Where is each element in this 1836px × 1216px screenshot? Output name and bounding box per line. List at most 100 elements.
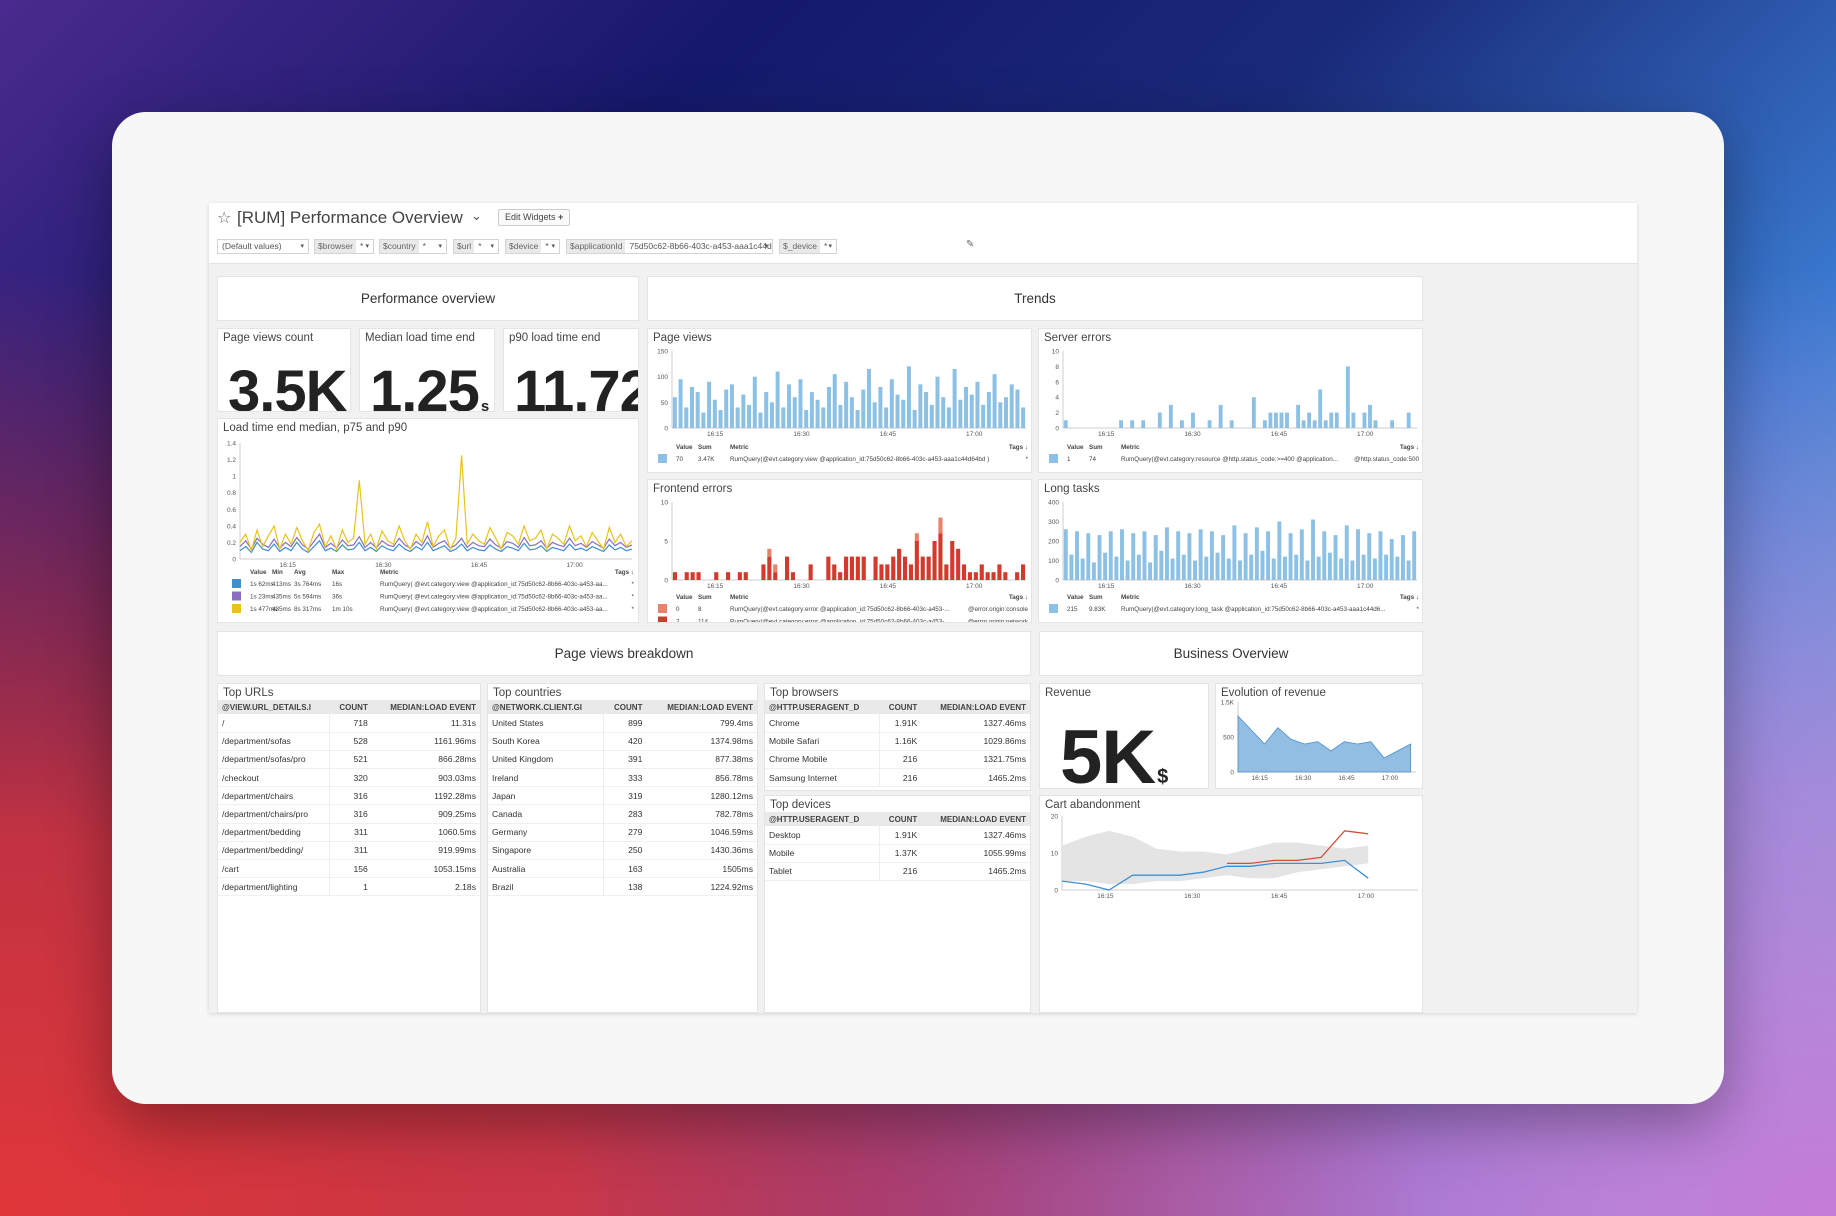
table-row[interactable]: /department/bedding/311 919.99ms bbox=[218, 841, 480, 861]
table-header-cell[interactable]: COUNT bbox=[879, 812, 922, 826]
bar bbox=[961, 564, 967, 580]
widget-top-urls[interactable]: Top URLs @VIEW.URL_DETAILS.I COUNT MEDIAN:… bbox=[217, 683, 481, 1013]
table-header-cell[interactable]: MEDIAN:LOAD EVENT bbox=[921, 700, 1030, 714]
template-variable--device[interactable]: $_device * ▾ bbox=[779, 239, 837, 254]
bar bbox=[1141, 420, 1146, 428]
pencil-icon[interactable]: ✎ bbox=[966, 239, 975, 250]
table-row[interactable]: Chrome Mobile 216 1321.75ms bbox=[765, 750, 1030, 770]
table-row[interactable]: /department/chairs/pro 316 909.25ms bbox=[218, 804, 480, 824]
table-header-cell[interactable]: @HTTP.USERAGENT_D bbox=[765, 812, 879, 826]
query-value-number: 3.5K bbox=[228, 359, 348, 412]
table-row[interactable]: Japan 319 1280.12ms bbox=[488, 786, 757, 806]
table-row[interactable]: South Korea 420 1374.98ms bbox=[488, 732, 757, 751]
y-tick-label: 0 bbox=[232, 557, 236, 564]
widget-top-devices[interactable]: Top devices @HTTP.USERAGENT_D COUNT MEDIAN… bbox=[764, 795, 1031, 1013]
table-row[interactable]: /department/chairs 316 1192.28ms bbox=[218, 786, 480, 806]
widget-evolution-revenue[interactable]: Evolution of revenue 0 500 1.5K 16:15 16:30 1… bbox=[1215, 683, 1423, 789]
widget-frontend-errors-chart[interactable]: Frontend errors 0 5 10 16:15 16:30 16:45 17:00… bbox=[647, 479, 1032, 623]
bar bbox=[855, 556, 860, 580]
x-tick-label: 17:00 bbox=[566, 562, 583, 569]
table-header-cell[interactable]: COUNT bbox=[329, 700, 372, 714]
table-header-cell[interactable]: COUNT bbox=[603, 700, 647, 714]
table-row[interactable]: Ireland 333 856.78ms bbox=[488, 768, 757, 788]
bar bbox=[1311, 519, 1316, 580]
dashboard-title[interactable]: [RUM] Performance Overview bbox=[237, 208, 463, 227]
confidence-band bbox=[1062, 830, 1369, 885]
bar bbox=[1361, 554, 1366, 580]
table-header-cell[interactable]: @HTTP.USERAGENT_D bbox=[765, 700, 879, 714]
template-variable-device[interactable]: $device * ▾ bbox=[505, 239, 560, 254]
bar bbox=[689, 386, 694, 428]
table-header-cell[interactable]: COUNT bbox=[879, 700, 922, 714]
legend-value: 1s 62ms bbox=[250, 581, 274, 588]
table-row[interactable]: United Kingdom 391 877.38ms bbox=[488, 750, 757, 770]
template-variable-country[interactable]: $country * ▾ bbox=[379, 239, 447, 254]
table-header-cell[interactable]: @NETWORK.CLIENT.GI bbox=[488, 700, 604, 714]
bar bbox=[1020, 564, 1026, 580]
table-row[interactable]: /department/lighting 1 2.18s bbox=[218, 877, 480, 897]
table-cell: 216 bbox=[879, 862, 922, 882]
widget-page-views-count[interactable]: Page views count 3.5K bbox=[217, 328, 351, 412]
table-row[interactable]: Canada 283 782.78ms bbox=[488, 804, 757, 824]
table-row[interactable]: /cart 156 1053.15ms bbox=[218, 859, 480, 879]
table-row[interactable]: Mobile Safari 1.16K 1029.86ms bbox=[765, 732, 1030, 751]
table-row[interactable]: /department/sofas 528 1161.96ms bbox=[218, 732, 480, 751]
table-row[interactable]: /department/sofas/pro 521 866.28ms bbox=[218, 750, 480, 770]
table-row[interactable]: United States 899 799.4ms bbox=[488, 714, 757, 733]
table-row[interactable]: /department/bedding 311 1060.5ms bbox=[218, 823, 480, 842]
widget-top-countries[interactable]: Top countries @NETWORK.CLIENT.GI COUNT MED… bbox=[487, 683, 758, 1013]
table-row[interactable]: Samsung Internet 216 1465.2ms bbox=[765, 768, 1030, 788]
table-cell: 316 bbox=[329, 804, 372, 824]
table-row[interactable]: Singapore 250 1430.36ms bbox=[488, 841, 757, 861]
table-header-cell[interactable]: MEDIAN:LOAD EVENT bbox=[371, 700, 480, 714]
table-header-cell[interactable]: MEDIAN:LOAD EVENT bbox=[646, 700, 757, 714]
template-variable-applicationId[interactable]: $applicationId 75d50c62-8b66-403c-a453-aa… bbox=[566, 239, 773, 254]
legend-max: 1m 10s bbox=[332, 606, 353, 613]
template-variable-url[interactable]: $url * ▾ bbox=[453, 239, 499, 254]
y-tick-label: 0.4 bbox=[227, 523, 236, 530]
widget-title: Top devices bbox=[770, 799, 831, 811]
legend-swatch bbox=[1049, 604, 1058, 613]
widget-median-load-time[interactable]: Median load time end 1.25 s bbox=[359, 328, 495, 412]
bar bbox=[1218, 404, 1223, 428]
bar bbox=[918, 384, 923, 428]
chevron-down-icon[interactable]: ⌄ bbox=[471, 208, 482, 223]
bar bbox=[849, 397, 854, 428]
widget-p90-load-time[interactable]: p90 load time end 11.72s bbox=[503, 328, 639, 412]
template-variable-browser[interactable]: $browser * ▾ bbox=[314, 239, 374, 254]
widget-server-errors-chart[interactable]: Server errors 0 2 4 6 8 10 16:15 16:30 16:45 17:0… bbox=[1038, 328, 1423, 473]
bar bbox=[764, 392, 769, 428]
bar bbox=[1345, 366, 1350, 428]
group-performance-title: Performance overview bbox=[360, 291, 496, 306]
table-cell: 1.16K bbox=[879, 732, 922, 751]
legend-max: 36s bbox=[332, 594, 342, 601]
widget-cart-abandonment[interactable]: Cart abandonment 0 10 20 16:15 16:30 16:45 17:… bbox=[1039, 795, 1423, 1013]
legend-tags: * bbox=[632, 606, 635, 613]
legend-metric: RumQuery(@evt.category:error @applicatio… bbox=[730, 619, 950, 624]
widget-top-browsers[interactable]: Top browsers @HTTP.USERAGENT_D COUNT MEDIA… bbox=[764, 683, 1031, 791]
widget-load-time-chart[interactable]: Load time end median, p75 and p90 0 0.2 0.… bbox=[217, 418, 639, 623]
template-variable-default[interactable]: (Default values) ▾ bbox=[217, 239, 309, 254]
table-row[interactable]: Tablet 216 1465.2ms bbox=[765, 862, 1030, 882]
legend-metric: RumQuery(@evt.category:resource @http.st… bbox=[1121, 456, 1338, 463]
table-row[interactable]: Desktop 1.91K 1327.46ms bbox=[765, 826, 1030, 845]
widget-page-views-chart[interactable]: Page views 0 50 100 150 16:15 16:30 16:45 17:00… bbox=[647, 328, 1032, 473]
table-row[interactable]: /718 11.31s bbox=[218, 714, 480, 733]
table-row[interactable]: Mobile 1.37K 1055.99ms bbox=[765, 844, 1030, 863]
bar bbox=[944, 564, 949, 580]
table-row[interactable]: /checkout 320 903.03ms bbox=[218, 768, 480, 788]
table-row[interactable]: Germany 279 1046.59ms bbox=[488, 823, 757, 842]
bar bbox=[1294, 554, 1299, 580]
table-row[interactable]: Australia 163 1505ms bbox=[488, 859, 757, 879]
edit-widgets-button[interactable]: Edit Widgets + bbox=[498, 209, 571, 226]
table-row[interactable]: Chrome 1.91K 1327.46ms bbox=[765, 714, 1030, 733]
bar bbox=[1015, 389, 1020, 428]
table-header-cell[interactable]: @VIEW.URL_DETAILS.I bbox=[218, 700, 330, 714]
widget-long-tasks-chart[interactable]: Long tasks 0 100 200 300 400 16:15 16:30 16:45 1… bbox=[1038, 479, 1423, 623]
star-icon[interactable]: ☆ bbox=[217, 210, 232, 227]
table-row[interactable]: Brazil 138 1224.92ms bbox=[488, 877, 757, 897]
widget-revenue[interactable]: Revenue 5K $ bbox=[1039, 683, 1209, 789]
bar bbox=[855, 410, 860, 428]
table-header-cell[interactable]: MEDIAN:LOAD EVENT bbox=[921, 812, 1030, 826]
bar bbox=[906, 366, 911, 428]
